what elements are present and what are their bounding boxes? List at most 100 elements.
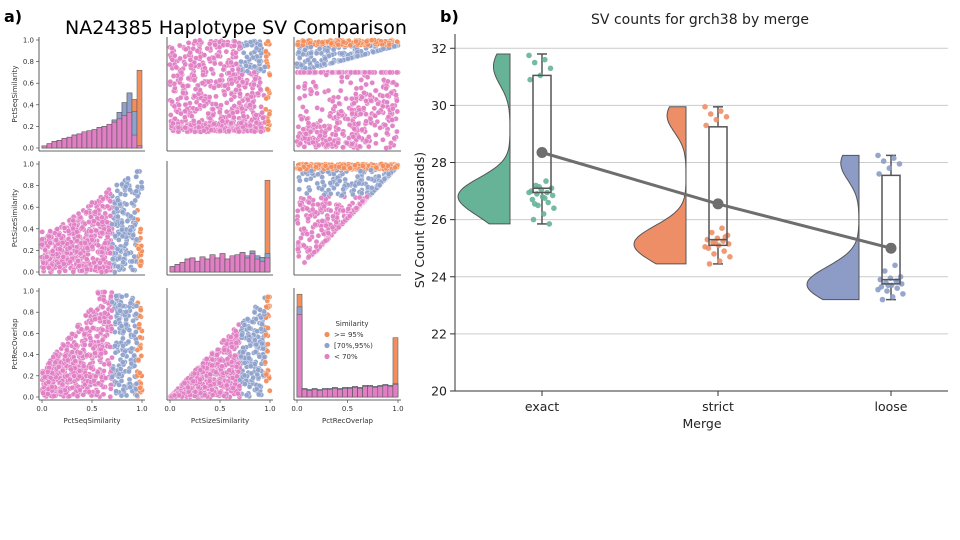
scatter-point — [229, 80, 235, 87]
scatter-point — [331, 185, 337, 191]
scatter-point — [197, 367, 204, 373]
scatter-point — [296, 253, 302, 260]
rain-point-exact — [529, 196, 536, 203]
legend-marker — [324, 342, 330, 349]
scatter-point — [49, 384, 55, 390]
scatter-point — [363, 81, 369, 88]
scatter-point — [197, 376, 203, 383]
scatter-point — [312, 221, 318, 228]
scatter-point — [120, 335, 126, 342]
scatter-point — [196, 62, 203, 68]
scatter-point — [235, 368, 242, 375]
scatter-point — [60, 254, 67, 260]
scatter-point — [126, 327, 133, 333]
hist-bar-low — [229, 255, 236, 273]
scatter-point — [365, 175, 372, 182]
scatter-point — [379, 93, 386, 99]
scatter-point — [103, 268, 110, 274]
scatter-point — [122, 191, 128, 198]
scatter-point — [217, 128, 223, 134]
scatter-point — [368, 185, 375, 191]
scatter-point — [52, 359, 59, 366]
scatter-point — [390, 105, 396, 112]
scatter-point — [296, 55, 303, 61]
rain-point-strict — [721, 248, 727, 254]
scatter-point — [346, 121, 353, 128]
scatter-point — [315, 232, 322, 239]
scatter-point — [102, 240, 108, 246]
scatter-point — [128, 345, 135, 352]
x-axis-label: PctSeqSimilarity — [63, 417, 120, 425]
hist-bar-low — [316, 390, 323, 398]
scatter-point — [366, 69, 373, 76]
rain-point-loose — [892, 262, 898, 269]
scatter-point — [236, 43, 243, 50]
scatter-point — [256, 353, 263, 360]
scatter-point — [340, 39, 347, 45]
y-tick-label: 32 — [431, 41, 447, 56]
y-tick-label: 1.0 — [23, 161, 34, 169]
scatter-point — [177, 75, 184, 82]
rain-point-loose — [884, 288, 890, 294]
hist-bar-low — [101, 126, 108, 149]
hist-bar-low — [342, 388, 348, 398]
mean-point-exact — [536, 147, 548, 158]
scatter-point — [223, 48, 230, 55]
x-axis-label: PctSizeSimilarity — [191, 417, 249, 425]
scatter-point — [209, 386, 215, 393]
scatter-point — [295, 239, 302, 246]
scatter-point — [118, 323, 125, 329]
scatter-point — [178, 110, 184, 117]
rain-point-exact — [527, 76, 533, 83]
scatter-point — [244, 54, 250, 60]
scatter-point — [362, 69, 368, 76]
rain-point-exact — [542, 195, 548, 201]
scatter-point — [393, 92, 399, 98]
scatter-point — [71, 373, 77, 379]
rain-point-strict — [711, 251, 717, 257]
scatter-point — [176, 102, 182, 108]
scatter-point — [138, 179, 145, 186]
scatter-point — [70, 217, 76, 224]
scatter-point — [385, 171, 392, 177]
scatter-point — [380, 46, 387, 52]
scatter-point — [70, 269, 77, 275]
scatter-point — [349, 110, 356, 117]
scatter-point — [298, 235, 304, 241]
scatter-point — [210, 112, 216, 118]
scatter-point — [201, 384, 208, 390]
scatter-point — [298, 116, 305, 122]
scatter-point — [363, 38, 370, 45]
scatter-point — [138, 258, 144, 264]
scatter-point — [59, 381, 66, 388]
scatter-point — [229, 344, 235, 350]
hist-bar-low — [327, 389, 333, 398]
hist-bar-low — [131, 134, 138, 149]
scatter-point — [87, 335, 94, 341]
scatter-point — [107, 213, 114, 219]
scatter-point — [265, 325, 271, 331]
hist-bar-low — [204, 258, 211, 273]
scatter-point — [304, 205, 310, 212]
scatter-point — [171, 52, 178, 59]
scatter-point — [231, 38, 238, 45]
x-tick-label: 0.5 — [214, 405, 225, 413]
scatter-point — [310, 139, 316, 146]
scatter-point — [135, 246, 142, 252]
scatter-point — [47, 228, 53, 234]
scatter-point — [108, 293, 114, 300]
scatter-point — [336, 178, 343, 184]
scatter-point — [95, 380, 102, 386]
scatter-point — [347, 80, 354, 86]
scatter-point — [226, 128, 232, 134]
rain-point-loose — [889, 294, 896, 300]
x-tick-label: exact — [525, 399, 559, 414]
rain-point-strict — [716, 258, 723, 264]
y-tick-label: 0.4 — [23, 225, 35, 233]
hist-bar-low — [209, 254, 216, 273]
legend-entry: >= 95% — [334, 331, 364, 339]
hist-bar-low — [306, 390, 313, 398]
y-tick-label: 0.0 — [23, 269, 34, 277]
scatter-point — [40, 260, 46, 266]
scatter-point — [196, 119, 202, 126]
